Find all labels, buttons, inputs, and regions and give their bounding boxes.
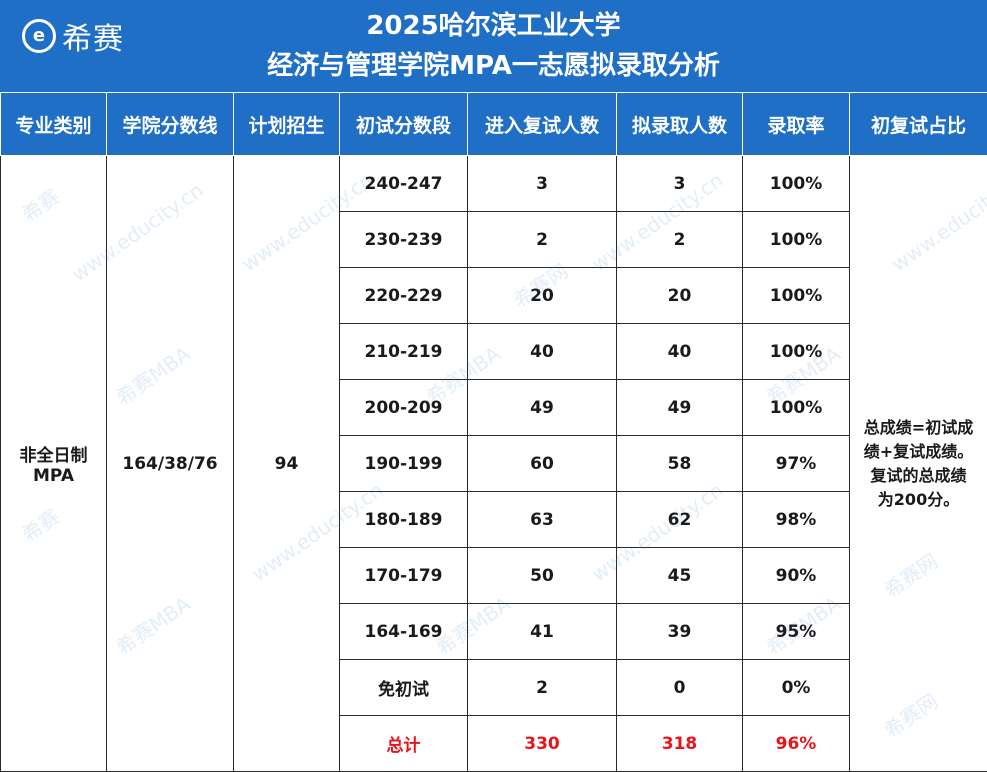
col-header-plan: 计划招生 <box>234 93 340 156</box>
retest-count-cell: 50 <box>468 548 617 604</box>
total-retest-cell: 330 <box>468 716 617 772</box>
total-label-cell: 总计 <box>340 716 468 772</box>
admit-rate-cell: 0% <box>743 660 850 716</box>
score-range-cell: 170-179 <box>340 548 468 604</box>
admit-rate-cell: 100% <box>743 324 850 380</box>
retest-count-cell: 49 <box>468 380 617 436</box>
admitted-count-cell: 58 <box>617 436 743 492</box>
score-range-cell: 免初试 <box>340 660 468 716</box>
note-line: 为200分。 <box>854 488 983 512</box>
admitted-count-cell: 40 <box>617 324 743 380</box>
total-rate-cell: 96% <box>743 716 850 772</box>
category-cell: 非全日制 MPA <box>1 156 107 772</box>
col-header-admitted-count: 拟录取人数 <box>617 93 743 156</box>
total-admitted-cell: 318 <box>617 716 743 772</box>
category-line: MPA <box>1 466 106 486</box>
retest-count-cell: 40 <box>468 324 617 380</box>
score-range-cell: 210-219 <box>340 324 468 380</box>
score-range-cell: 240-247 <box>340 156 468 212</box>
admitted-count-cell: 3 <box>617 156 743 212</box>
admitted-count-cell: 0 <box>617 660 743 716</box>
title-line-2: 经济与管理学院MPA一志愿拟录取分析 <box>0 46 987 86</box>
score-range-cell: 230-239 <box>340 212 468 268</box>
col-header-ratio: 初复试占比 <box>850 93 987 156</box>
col-header-score-range: 初试分数段 <box>340 93 468 156</box>
admitted-count-cell: 20 <box>617 268 743 324</box>
score-range-cell: 164-169 <box>340 604 468 660</box>
retest-count-cell: 20 <box>468 268 617 324</box>
admit-rate-cell: 90% <box>743 548 850 604</box>
retest-count-cell: 3 <box>468 156 617 212</box>
col-header-retest-count: 进入复试人数 <box>468 93 617 156</box>
retest-count-cell: 41 <box>468 604 617 660</box>
category-line: 非全日制 <box>1 441 106 466</box>
page-title: 2025哈尔滨工业大学 经济与管理学院MPA一志愿拟录取分析 <box>0 6 987 86</box>
col-header-category: 专业类别 <box>1 93 107 156</box>
table-header-row: 专业类别 学院分数线 计划招生 初试分数段 进入复试人数 拟录取人数 录取率 初… <box>1 93 987 156</box>
title-banner: e 希赛 2025哈尔滨工业大学 经济与管理学院MPA一志愿拟录取分析 <box>0 0 987 92</box>
col-header-admit-rate: 录取率 <box>743 93 850 156</box>
score-range-cell: 200-209 <box>340 380 468 436</box>
note-line: 复试的总成绩 <box>854 464 983 488</box>
admit-rate-cell: 100% <box>743 156 850 212</box>
ratio-note-cell: 总成绩=初试成 绩+复试成绩。 复试的总成绩 为200分。 <box>850 156 987 772</box>
admission-table: 专业类别 学院分数线 计划招生 初试分数段 进入复试人数 拟录取人数 录取率 初… <box>0 92 987 772</box>
note-line: 总成绩=初试成 <box>854 416 983 440</box>
score-range-cell: 220-229 <box>340 268 468 324</box>
admit-rate-cell: 98% <box>743 492 850 548</box>
score-range-cell: 180-189 <box>340 492 468 548</box>
table-row: 非全日制 MPA 164/38/76 94 240-247 3 3 100% 总… <box>1 156 987 212</box>
retest-count-cell: 2 <box>468 212 617 268</box>
admit-rate-cell: 97% <box>743 436 850 492</box>
title-line-1: 2025哈尔滨工业大学 <box>0 6 987 46</box>
col-header-cutoff: 学院分数线 <box>107 93 234 156</box>
plan-cell: 94 <box>234 156 340 772</box>
admitted-count-cell: 62 <box>617 492 743 548</box>
admit-rate-cell: 95% <box>743 604 850 660</box>
cutoff-cell: 164/38/76 <box>107 156 234 772</box>
admitted-count-cell: 39 <box>617 604 743 660</box>
retest-count-cell: 63 <box>468 492 617 548</box>
admitted-count-cell: 45 <box>617 548 743 604</box>
note-line: 绩+复试成绩。 <box>854 440 983 464</box>
retest-count-cell: 2 <box>468 660 617 716</box>
admit-rate-cell: 100% <box>743 268 850 324</box>
admitted-count-cell: 2 <box>617 212 743 268</box>
retest-count-cell: 60 <box>468 436 617 492</box>
admit-rate-cell: 100% <box>743 212 850 268</box>
score-range-cell: 190-199 <box>340 436 468 492</box>
admit-rate-cell: 100% <box>743 380 850 436</box>
admitted-count-cell: 49 <box>617 380 743 436</box>
